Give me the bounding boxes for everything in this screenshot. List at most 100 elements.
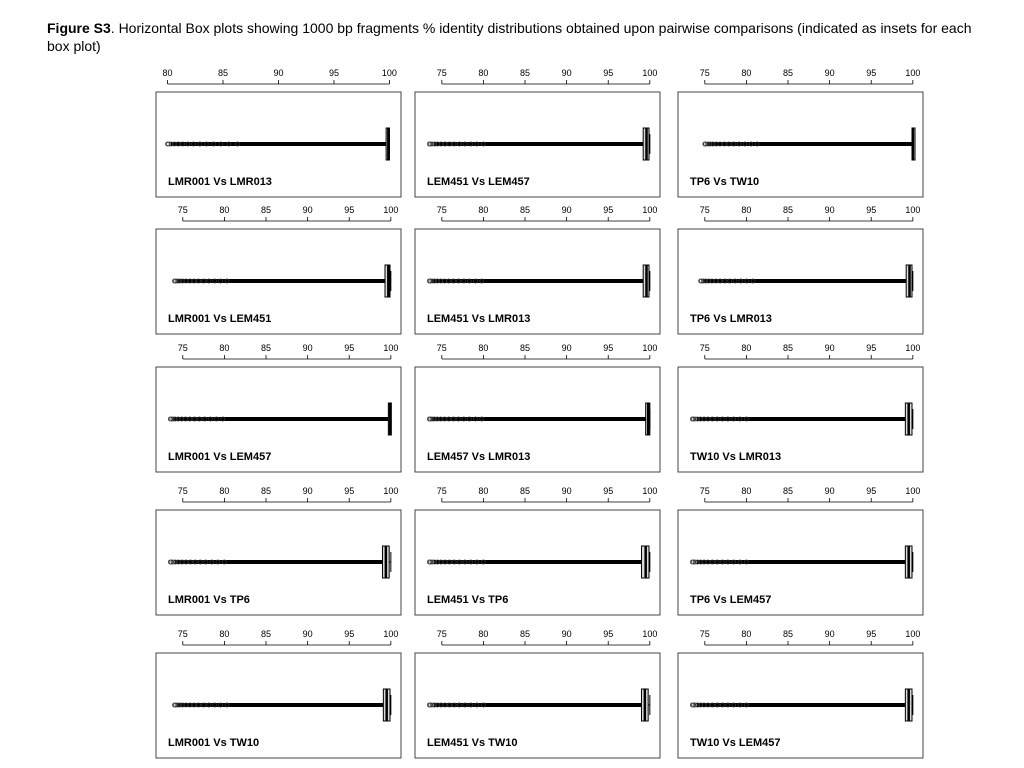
outlier-point xyxy=(226,141,232,147)
x-tick-label: 90 xyxy=(303,343,313,353)
x-tick-label: 75 xyxy=(437,629,447,639)
outlier-point xyxy=(481,141,486,147)
x-tick-label: 80 xyxy=(478,486,488,496)
inset-label: TW10 Vs LEM457 xyxy=(690,737,780,749)
outlier-point xyxy=(456,702,462,708)
outlier-point xyxy=(175,141,181,147)
whisker-low xyxy=(176,279,386,283)
outlier-point xyxy=(732,278,738,284)
plot-frame xyxy=(155,366,402,473)
x-tick-label: 80 xyxy=(741,343,751,353)
x-tick-label: 85 xyxy=(520,486,530,496)
outlier-point xyxy=(175,416,181,422)
whisker-low xyxy=(170,142,387,146)
x-tick-label: 90 xyxy=(303,629,313,639)
outlier-point xyxy=(235,141,240,147)
plot-frame xyxy=(155,652,402,759)
x-tick-label: 95 xyxy=(344,205,354,215)
outlier-point xyxy=(180,141,186,147)
outlier-point xyxy=(197,416,202,422)
x-tick-label: 85 xyxy=(520,205,530,215)
outlier-point xyxy=(731,141,737,147)
outlier-point xyxy=(173,559,178,565)
outlier-point xyxy=(451,141,457,147)
outlier-point xyxy=(177,702,182,708)
outlier-point xyxy=(698,702,703,708)
inset-label: LEM451 Vs LMR013 xyxy=(427,313,530,325)
boxplot-panel: 75 80 85 90 95 100 TP6 Vs LMR013 xyxy=(677,205,924,335)
outlier-point xyxy=(456,278,461,284)
outlier-point xyxy=(218,278,224,284)
plot-frame xyxy=(155,228,402,335)
outlier-point xyxy=(209,559,215,565)
boxplot-panel: 75 80 85 90 95 100 TW10 Vs LMR013 xyxy=(677,343,924,473)
x-tick-label: 95 xyxy=(603,205,613,215)
boxplot-panel: 75 80 85 90 95 100 TW10 Vs LEM457 xyxy=(677,629,924,759)
whisker-low xyxy=(176,703,384,707)
outlier-point xyxy=(692,702,698,708)
plot-frame xyxy=(414,509,661,616)
outlier-point xyxy=(197,141,203,147)
inset-label: LEM451 Vs TP6 xyxy=(427,594,508,606)
inset-label: LEM451 Vs LEM457 xyxy=(427,176,530,188)
outlier-point xyxy=(435,141,440,147)
boxplot-panel: 75 80 85 90 95 100 LEM451 Vs LMR013 xyxy=(414,205,661,335)
outlier-point xyxy=(180,278,185,284)
outlier-point xyxy=(208,416,213,422)
x-tick-label: 75 xyxy=(700,205,710,215)
outlier-point xyxy=(479,416,485,422)
x-tick-label: 90 xyxy=(562,205,572,215)
x-tick-label: 95 xyxy=(329,68,339,78)
outlier-point xyxy=(211,141,216,147)
x-tick-label: 80 xyxy=(219,343,229,353)
outlier-point xyxy=(695,416,700,422)
outlier-point xyxy=(695,559,700,565)
outlier-point xyxy=(722,278,728,284)
x-tick-label: 95 xyxy=(866,205,876,215)
x-tick-label: 80 xyxy=(741,68,751,78)
x-tick-label: 80 xyxy=(163,68,173,78)
outlier-point xyxy=(467,416,472,422)
outlier-point xyxy=(474,559,480,565)
outlier-point xyxy=(754,141,760,147)
x-tick-label: 80 xyxy=(219,486,229,496)
outlier-point xyxy=(462,141,468,147)
outlier-point xyxy=(474,702,480,708)
x-tick-label: 80 xyxy=(478,205,488,215)
plot-frame xyxy=(155,91,402,198)
outlier-point xyxy=(224,278,230,284)
whisker-low xyxy=(433,560,642,564)
outlier-point xyxy=(717,278,723,284)
boxplot-panel: 75 80 85 90 95 100 TP6 Vs TW10 xyxy=(677,68,924,198)
x-tick-label: 85 xyxy=(261,343,271,353)
outlier-point xyxy=(206,278,212,284)
outlier-point xyxy=(462,702,468,708)
whisker-low xyxy=(703,279,907,283)
whisker-low xyxy=(707,142,913,146)
outlier-point xyxy=(203,559,209,565)
outlier-point xyxy=(731,702,737,708)
whisker-low xyxy=(431,417,646,421)
outlier-point xyxy=(185,141,191,147)
x-tick-label: 75 xyxy=(178,486,188,496)
outlier-point xyxy=(429,416,435,422)
boxplot-panel: 75 80 85 90 95 100 LMR001 Vs LEM457 xyxy=(155,343,402,473)
outlier-point xyxy=(726,141,732,147)
x-tick-label: 85 xyxy=(783,629,793,639)
plot-frame xyxy=(677,228,924,335)
outlier-point xyxy=(451,702,457,708)
outlier-point xyxy=(192,416,197,422)
x-tick-label: 100 xyxy=(383,629,398,639)
boxplot-panel: 75 80 85 90 95 100 LMR001 Vs LEM451 xyxy=(155,205,402,335)
x-tick-label: 85 xyxy=(520,629,530,639)
outlier-point xyxy=(748,141,754,147)
x-tick-label: 80 xyxy=(478,629,488,639)
whisker-low xyxy=(696,703,906,707)
outlier-point xyxy=(737,559,743,565)
outlier-point xyxy=(721,141,727,147)
x-tick-label: 75 xyxy=(700,68,710,78)
outlier-point xyxy=(710,141,716,147)
outlier-point xyxy=(188,559,193,565)
boxplot-panel: 75 80 85 90 95 100 TP6 Vs LEM457 xyxy=(677,486,924,616)
outlier-point xyxy=(731,559,737,565)
